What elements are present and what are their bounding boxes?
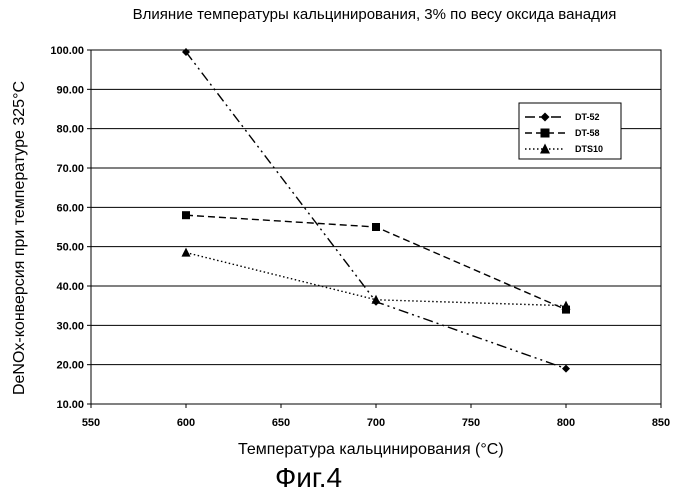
series-line-dt-52 <box>186 52 566 369</box>
x-tick-label: 750 <box>462 417 480 429</box>
y-tick-label: 40.00 <box>56 281 84 293</box>
x-tick-label: 600 <box>177 417 195 429</box>
x-tick-label: 800 <box>557 417 575 429</box>
legend <box>519 103 621 159</box>
data-point-dt-58 <box>182 211 190 219</box>
x-tick-label: 650 <box>272 417 290 429</box>
y-tick-label: 100.00 <box>50 45 84 57</box>
legend-label: DT-52 <box>575 112 600 122</box>
y-tick-label: 20.00 <box>56 360 84 372</box>
y-tick-label: 30.00 <box>56 320 84 332</box>
legend-marker-dt-58 <box>541 129 550 138</box>
y-tick-label: 90.00 <box>56 84 84 96</box>
y-tick-label: 10.00 <box>56 399 84 411</box>
x-tick-label: 550 <box>82 417 100 429</box>
y-tick-label: 50.00 <box>56 242 84 254</box>
figure-label: Фиг.4 <box>275 462 342 494</box>
legend-label: DT-58 <box>575 128 600 138</box>
data-point-dts10 <box>562 301 571 310</box>
x-tick-label: 700 <box>367 417 385 429</box>
x-tick-label: 850 <box>652 417 670 429</box>
legend-label: DTS10 <box>575 144 603 154</box>
data-point-dt-52 <box>562 365 570 373</box>
data-point-dt-58 <box>372 223 380 231</box>
x-axis-label: Температура кальцинирования (°C) <box>238 441 504 459</box>
y-tick-label: 60.00 <box>56 202 84 214</box>
y-tick-label: 80.00 <box>56 124 84 136</box>
y-tick-label: 70.00 <box>56 163 84 175</box>
y-axis-label: DeNOx-конверсия при температуре 325°C <box>11 81 29 395</box>
data-point-dts10 <box>182 248 191 257</box>
